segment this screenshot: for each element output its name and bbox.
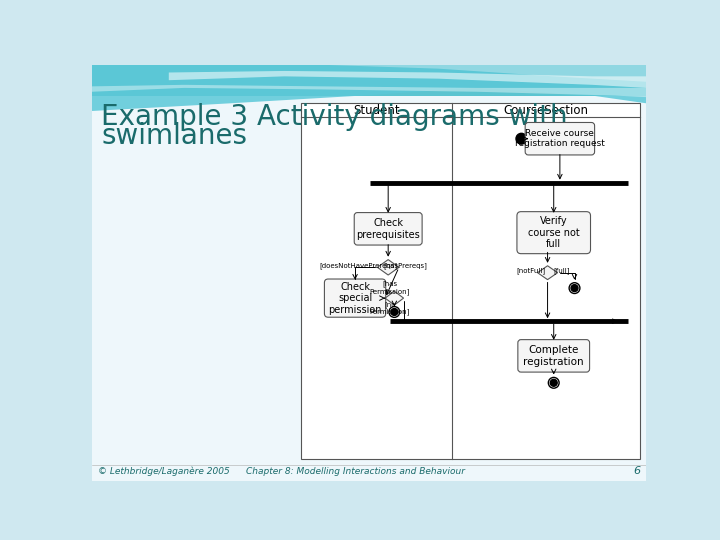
- Text: [full]: [full]: [553, 267, 570, 274]
- Text: [hasPrereqs]: [hasPrereqs]: [383, 262, 427, 269]
- Text: CourseSection: CourseSection: [503, 104, 588, 117]
- Circle shape: [569, 283, 580, 294]
- Circle shape: [550, 379, 557, 386]
- Circle shape: [549, 377, 559, 388]
- Text: Student: Student: [354, 104, 400, 117]
- Text: [notFull]: [notFull]: [516, 267, 545, 274]
- FancyBboxPatch shape: [517, 212, 590, 254]
- Text: Receive course
registration request: Receive course registration request: [515, 129, 605, 149]
- Text: Verify
course not
full: Verify course not full: [528, 216, 580, 249]
- Polygon shape: [538, 266, 557, 280]
- Bar: [92, 65, 647, 103]
- FancyBboxPatch shape: [518, 340, 590, 372]
- Text: Chapter 8: Modelling Interactions and Behaviour: Chapter 8: Modelling Interactions and Be…: [246, 467, 465, 476]
- Text: © Lethbridge/Laganère 2005: © Lethbridge/Laganère 2005: [98, 467, 230, 476]
- Polygon shape: [92, 65, 647, 111]
- FancyBboxPatch shape: [325, 279, 386, 317]
- Text: Check
prerequisites: Check prerequisites: [356, 218, 420, 240]
- Circle shape: [571, 285, 578, 292]
- Text: Check
special
permission: Check special permission: [328, 281, 382, 315]
- Polygon shape: [323, 65, 647, 82]
- FancyBboxPatch shape: [525, 123, 595, 155]
- Circle shape: [389, 307, 400, 318]
- Text: [no
Permission]: [no Permission]: [369, 301, 410, 315]
- Text: swimlanes: swimlanes: [101, 122, 247, 150]
- Polygon shape: [92, 85, 647, 97]
- Circle shape: [516, 133, 527, 144]
- Text: Complete
registration: Complete registration: [523, 345, 584, 367]
- Text: 6: 6: [633, 467, 640, 476]
- Bar: [301, 103, 640, 459]
- Text: Example 3 Activity diagrams with: Example 3 Activity diagrams with: [101, 103, 567, 131]
- Polygon shape: [377, 260, 399, 275]
- FancyBboxPatch shape: [354, 213, 422, 245]
- Circle shape: [391, 308, 397, 315]
- Text: [has
Permission]: [has Permission]: [369, 280, 410, 295]
- Polygon shape: [168, 71, 647, 88]
- Text: [doesNotHavePrereqs]: [doesNotHavePrereqs]: [320, 262, 398, 269]
- Polygon shape: [385, 291, 404, 305]
